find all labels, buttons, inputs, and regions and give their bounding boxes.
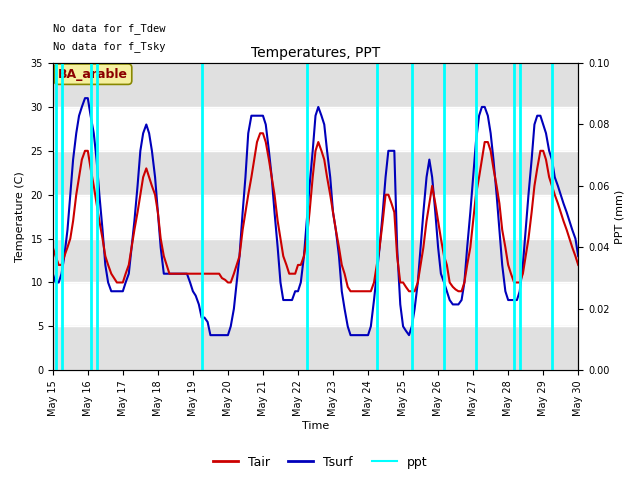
Bar	[52, 326, 578, 370]
Text: BA_arable: BA_arable	[58, 68, 128, 81]
Y-axis label: PPT (mm): PPT (mm)	[615, 190, 625, 244]
Bar	[52, 63, 578, 107]
X-axis label: Time: Time	[302, 421, 329, 432]
Y-axis label: Temperature (C): Temperature (C)	[15, 171, 25, 262]
Text: No data for f_Tdew: No data for f_Tdew	[52, 23, 165, 34]
Text: No data for f_Tsky: No data for f_Tsky	[52, 42, 165, 52]
Title: Temperatures, PPT: Temperatures, PPT	[251, 47, 380, 60]
Bar	[52, 239, 578, 282]
Bar	[52, 151, 578, 195]
Legend: Tair, Tsurf, ppt: Tair, Tsurf, ppt	[207, 451, 433, 474]
